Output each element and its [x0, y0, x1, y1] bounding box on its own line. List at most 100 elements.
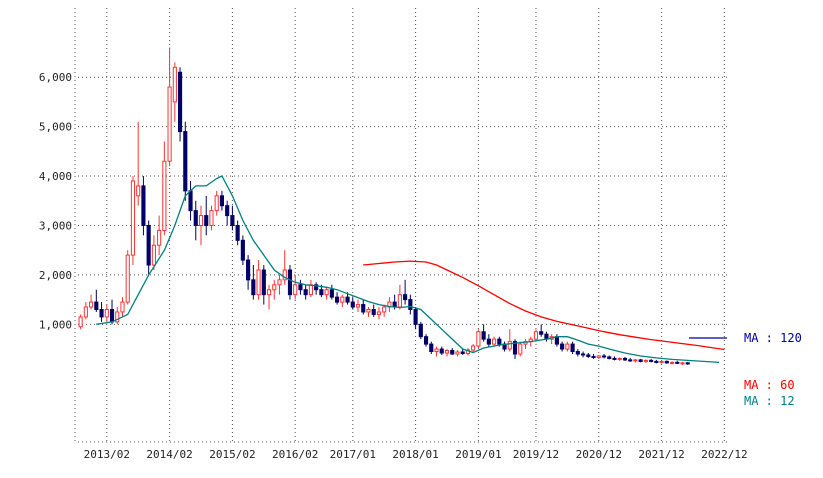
candle-body [659, 360, 664, 363]
candle [460, 349, 465, 355]
y-tick-label: 2,000 [39, 269, 72, 282]
candle-body [628, 359, 633, 362]
candle-body [240, 239, 245, 261]
candle [408, 294, 413, 315]
candle [607, 355, 612, 360]
moving-averages [96, 175, 725, 364]
candle [277, 274, 282, 295]
candle-body [439, 348, 444, 354]
candle [397, 284, 402, 310]
candle-body [512, 341, 518, 355]
y-tick-label: 6,000 [39, 71, 72, 84]
candle-body [104, 308, 109, 318]
candle-body [251, 279, 256, 296]
candle [188, 180, 193, 221]
candle-body [649, 359, 654, 362]
candle-body [423, 336, 429, 345]
x-tick-label: 2016/02 [272, 448, 318, 461]
candle-body [371, 308, 376, 315]
candle [643, 359, 648, 363]
candle [172, 62, 177, 122]
candle-body [141, 185, 146, 226]
y-tick-label: 4,000 [39, 170, 72, 183]
candle [230, 205, 235, 231]
candle-body [675, 361, 680, 364]
candle-body [643, 359, 648, 362]
candle-body [78, 316, 83, 328]
candle [83, 302, 88, 320]
candle [418, 321, 423, 340]
candle-body [246, 259, 251, 281]
y-tick-label: 5,000 [39, 121, 72, 134]
candle-body [261, 269, 266, 296]
candle [659, 360, 664, 364]
candle [512, 339, 518, 359]
x-tick-label: 2019/12 [513, 448, 559, 461]
legend: MA : 12 MA : 60 MA : 120 [689, 331, 802, 408]
candle-body [183, 131, 188, 192]
candle-body [617, 357, 622, 360]
candle [518, 341, 523, 357]
candle [361, 299, 366, 315]
y-axis-ticks: 1,000 2,000 3,000 4,000 5,000 6,000 [39, 71, 72, 331]
candle [539, 324, 544, 337]
candle [287, 265, 293, 300]
candle-body [115, 311, 120, 323]
candle [324, 287, 329, 300]
candle [685, 361, 690, 365]
candle-body [539, 331, 544, 335]
candle-body [99, 308, 104, 318]
candle [167, 47, 172, 167]
x-tick-label: 2015/02 [209, 448, 255, 461]
candle-body [225, 205, 230, 217]
candle-body [481, 331, 486, 340]
candle [387, 297, 392, 312]
candle [450, 348, 455, 355]
candle-body [507, 341, 512, 350]
candle [109, 299, 115, 325]
candle [282, 250, 287, 285]
candle [78, 314, 83, 330]
candle-body [455, 351, 460, 355]
candle [125, 250, 130, 305]
candle [376, 307, 382, 320]
candle-body [219, 195, 225, 207]
candle [622, 356, 628, 361]
candle-body [198, 215, 204, 226]
candle-body [130, 180, 136, 256]
candle [423, 334, 429, 347]
candle-body [355, 304, 361, 308]
ma-line [363, 260, 725, 351]
candle-body [308, 284, 313, 296]
candle-body [235, 224, 240, 241]
candle [183, 121, 188, 201]
candle [340, 294, 345, 308]
candle [649, 358, 654, 363]
candle [633, 358, 638, 363]
candle [366, 307, 371, 317]
candle [429, 341, 434, 354]
candle-body [622, 357, 628, 361]
candle [565, 341, 570, 352]
candle [628, 357, 633, 362]
candle-body [230, 215, 235, 226]
candle [141, 176, 146, 236]
candle [382, 304, 387, 317]
candle [329, 284, 334, 300]
candle-body [444, 350, 450, 354]
candle-body [565, 343, 570, 350]
candle [225, 200, 230, 226]
candle-body [293, 284, 298, 296]
legend-entry: MA : 12 [744, 394, 795, 408]
candle [575, 349, 580, 357]
candle [413, 307, 418, 330]
candle [544, 331, 549, 342]
candle-body [429, 343, 434, 353]
candle-body [109, 308, 115, 323]
candle-body [167, 86, 172, 162]
candle [261, 265, 266, 305]
candle-body [669, 361, 675, 364]
candle-body [340, 296, 345, 303]
candle [654, 359, 659, 364]
candles [78, 47, 690, 365]
